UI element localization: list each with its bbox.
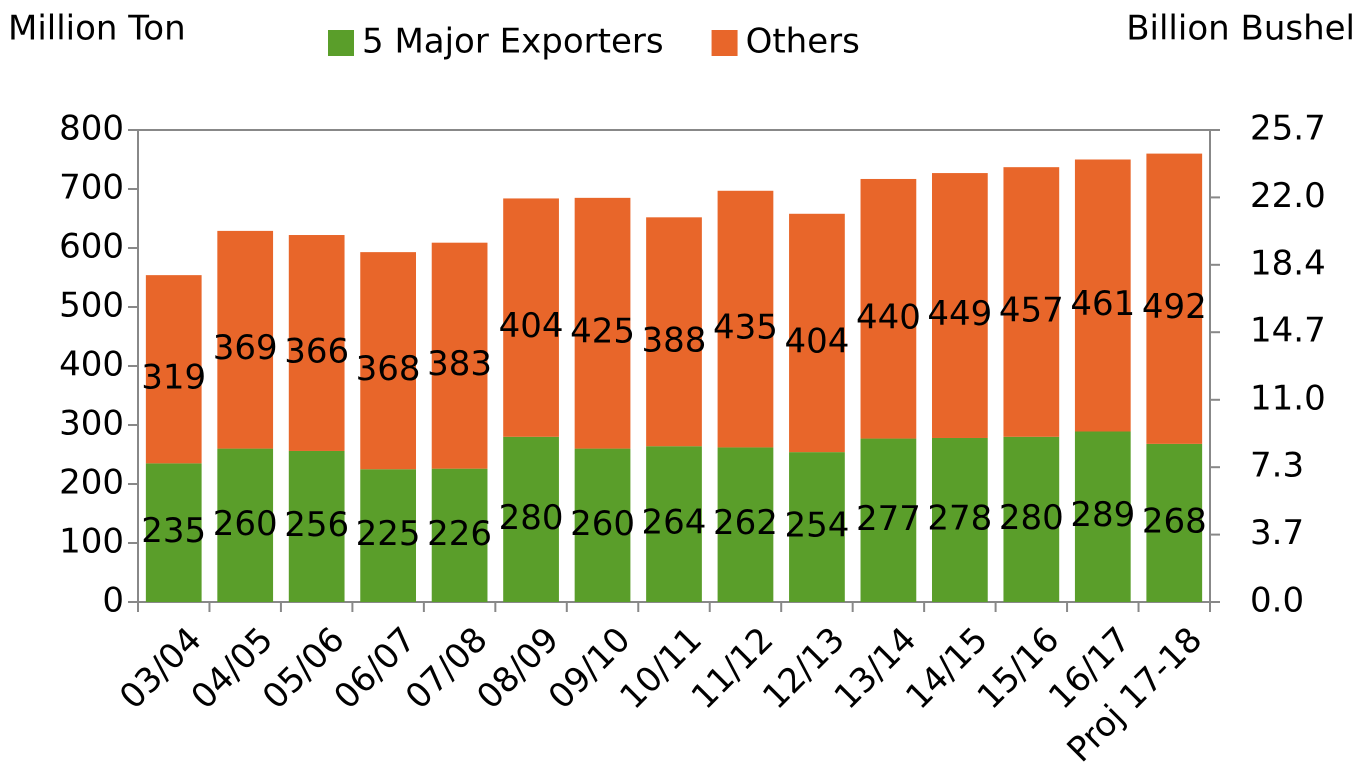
data-label: 278 xyxy=(927,498,992,538)
x-tick-label: 07/08 xyxy=(398,620,496,718)
legend-label: Others xyxy=(746,22,860,62)
data-label: 289 xyxy=(1070,495,1135,535)
y2-tick-label: 22.0 xyxy=(1250,176,1326,216)
bar-segment xyxy=(503,198,559,437)
bar-segment xyxy=(288,450,345,602)
legend-swatch xyxy=(328,30,354,56)
data-label: 383 xyxy=(427,344,492,384)
x-tick-label: 11/12 xyxy=(684,620,782,718)
bar-segment xyxy=(789,213,845,453)
x-tick-label: 04/05 xyxy=(184,620,282,718)
bar-segment xyxy=(717,447,774,602)
data-label: 492 xyxy=(1142,287,1207,327)
bar-segment xyxy=(431,468,488,602)
bar-segment xyxy=(1003,167,1060,437)
y2-tick-label: 25.7 xyxy=(1250,109,1326,149)
data-label: 461 xyxy=(1070,284,1135,324)
bar-segment xyxy=(574,448,631,602)
data-label: 368 xyxy=(356,349,421,389)
x-tick-label: 08/09 xyxy=(469,620,567,718)
bar-segment xyxy=(1074,159,1131,432)
bar-segment xyxy=(217,448,274,602)
bar-segment xyxy=(574,197,631,449)
data-label: 235 xyxy=(141,511,206,551)
legend-swatch xyxy=(711,30,738,56)
bar-segment xyxy=(145,275,202,464)
x-tick-label: 05/06 xyxy=(255,620,353,718)
data-label: 277 xyxy=(856,499,921,539)
y2-tick-label: 7.3 xyxy=(1250,446,1304,486)
data-label: 319 xyxy=(141,358,206,398)
bar-segment xyxy=(717,190,774,448)
data-label: 260 xyxy=(570,504,635,544)
y2-tick-label: 3.7 xyxy=(1250,513,1304,553)
data-label: 435 xyxy=(713,308,778,348)
bar-segment xyxy=(1146,443,1203,602)
x-tick-label: 10/11 xyxy=(612,620,710,718)
bar-segment xyxy=(931,437,988,602)
x-tick-label: 15/16 xyxy=(970,620,1068,718)
y-tick-label: 0 xyxy=(102,581,124,621)
x-tick-label: 14/15 xyxy=(898,620,996,718)
data-label: 256 xyxy=(284,505,349,545)
data-label: 264 xyxy=(642,503,707,543)
data-label: 388 xyxy=(642,320,707,360)
data-label: 449 xyxy=(927,294,992,334)
data-label: 254 xyxy=(784,506,849,546)
bar-segment xyxy=(288,235,345,451)
bar-segment xyxy=(360,469,417,602)
bar-segment xyxy=(931,173,988,438)
y2-tick-label: 0.0 xyxy=(1250,581,1304,621)
y-tick-label: 600 xyxy=(59,227,124,267)
data-label: 262 xyxy=(713,503,778,543)
y2-tick-label: 14.7 xyxy=(1250,311,1326,351)
bar-segment xyxy=(217,230,274,449)
data-label: 440 xyxy=(856,297,921,337)
bar-segment xyxy=(360,252,417,470)
bar-segment xyxy=(145,463,202,602)
y-tick-label: 800 xyxy=(59,109,124,149)
data-label: 404 xyxy=(784,321,849,361)
data-label: 226 xyxy=(427,514,492,554)
y-axis-title: Million Ton xyxy=(8,9,186,49)
data-label: 260 xyxy=(213,504,278,544)
bar-segment xyxy=(860,438,917,602)
data-label: 404 xyxy=(499,306,564,346)
y2-tick-label: 18.4 xyxy=(1250,243,1326,283)
x-tick-label: 06/07 xyxy=(326,620,424,718)
bar-segment xyxy=(503,436,559,602)
bar-segment xyxy=(431,242,488,469)
y-tick-label: 200 xyxy=(59,463,124,503)
bar-segment xyxy=(1146,153,1203,444)
bar-segment xyxy=(1003,436,1060,602)
bar-segment xyxy=(1074,431,1131,602)
bar-segment xyxy=(646,446,702,602)
y-tick-label: 300 xyxy=(59,404,124,444)
data-label: 366 xyxy=(284,331,349,371)
data-label: 369 xyxy=(213,328,278,368)
x-tick-label: 13/14 xyxy=(827,620,925,718)
data-label: 268 xyxy=(1142,501,1207,541)
data-label: 280 xyxy=(999,498,1064,538)
bar-segment xyxy=(860,178,917,439)
y2-axis-title: Billion Bushel xyxy=(1126,9,1355,49)
y-tick-label: 700 xyxy=(59,168,124,208)
x-tick-label: 12/13 xyxy=(755,620,853,718)
data-label: 457 xyxy=(999,290,1064,330)
y-tick-label: 500 xyxy=(59,286,124,326)
data-label: 425 xyxy=(570,312,635,352)
bar-segment xyxy=(789,452,845,602)
legend-label: 5 Major Exporters xyxy=(362,22,664,62)
y2-tick-label: 11.0 xyxy=(1250,378,1326,418)
y-tick-label: 400 xyxy=(59,345,124,385)
bar-segment xyxy=(646,217,702,447)
x-tick-label: 03/04 xyxy=(112,620,210,718)
x-tick-label: 09/10 xyxy=(541,620,639,718)
data-label: 280 xyxy=(499,498,564,538)
data-label: 225 xyxy=(356,514,421,554)
y-tick-label: 100 xyxy=(59,522,124,562)
